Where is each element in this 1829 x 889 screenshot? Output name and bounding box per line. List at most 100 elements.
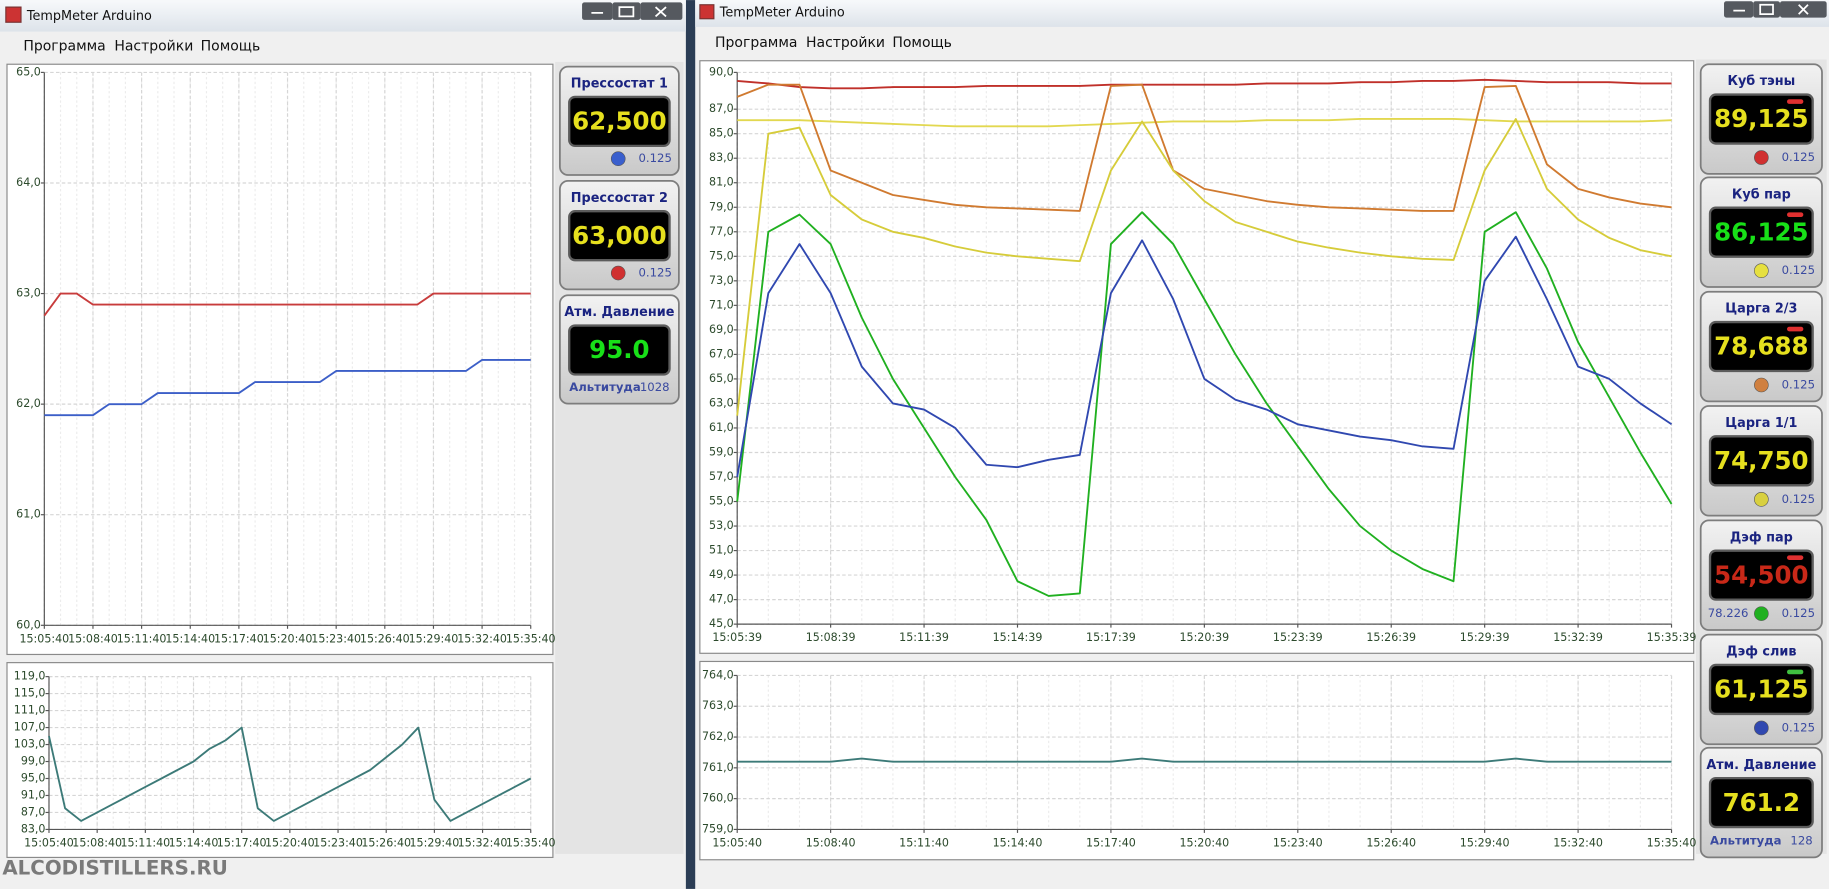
gauge-reading: 0.125 (1782, 378, 1815, 392)
gauge-dot (1754, 492, 1769, 507)
x-tick-label: 15:11:40 (120, 836, 170, 849)
x-tick-label: 15:32:40 (457, 632, 507, 645)
gauge-reading: 0.125 (1782, 720, 1815, 734)
gauge-title: Атм. Давление (1706, 758, 1816, 773)
y-tick-label: 759,0 (702, 822, 734, 835)
gauge-value: 95.0 (589, 335, 649, 364)
y-tick-label: 761,0 (702, 761, 734, 774)
gauge-indicator (1787, 212, 1804, 218)
y-tick-label: 69,0 (709, 323, 734, 336)
watermark: ALCODISTILLERS.RU (2, 857, 228, 880)
x-tick-label: 15:17:40 (217, 836, 267, 849)
x-tick-label: 15:17:40 (214, 632, 264, 645)
x-tick-label: 15:29:39 (1460, 631, 1510, 644)
gauge-indicator (1787, 669, 1804, 675)
altitude-value: 128 (1790, 834, 1812, 848)
altitude-value: 1028 (640, 380, 670, 394)
gauge-indicator (1787, 326, 1804, 332)
menu-item[interactable]: Программа (715, 35, 797, 51)
gauge-title: Царга 1/1 (1725, 416, 1797, 431)
y-tick-label: 90,0 (709, 65, 734, 78)
y-tick-label: 762,0 (702, 730, 734, 743)
y-tick-label: 63,0 (16, 287, 41, 300)
window-left: TempMeter Arduino Программа Настройки По… (0, 0, 686, 55)
chart-panel (6, 63, 554, 656)
axis (43, 72, 531, 626)
x-tick-label: 15:23:40 (313, 836, 363, 849)
series-line (44, 358, 531, 417)
x-tick-label: 15:11:39 (899, 631, 949, 644)
y-tick-label: 65,0 (16, 65, 41, 78)
x-tick-label: 15:08:39 (806, 631, 856, 644)
axis (736, 72, 1672, 625)
x-tick-label: 15:11:40 (899, 836, 949, 849)
gauge-value: 761.2 (1723, 788, 1800, 817)
y-tick-label: 95,0 (21, 771, 46, 784)
series-line (737, 78, 1672, 90)
y-tick-label: 73,0 (709, 274, 734, 287)
window-title: TempMeter Arduino (719, 5, 845, 20)
x-tick-label: 15:14:40 (169, 836, 219, 849)
gauge-title: Куб тэны (1727, 74, 1795, 89)
y-tick-label: 764,0 (702, 668, 734, 681)
altitude-label: Альтитуда (1710, 834, 1782, 848)
gauge-value: 62,500 (572, 107, 666, 136)
x-tick-label: 15:26:40 (1366, 836, 1416, 849)
y-tick-label: 60,0 (16, 618, 41, 631)
y-tick-label: 63,0 (709, 396, 734, 409)
x-tick-label: 15:26:40 (361, 836, 411, 849)
gauge-display (1708, 776, 1814, 829)
gauge-display (1708, 93, 1814, 145)
chart-panel (6, 662, 554, 859)
gauge-dot (1754, 377, 1769, 393)
minimize-button[interactable] (1724, 1, 1754, 18)
menu-item[interactable]: Помощь (892, 35, 952, 51)
y-tick-label: 99,0 (21, 755, 46, 768)
axis (736, 675, 1672, 831)
gauge-value: 61,125 (1714, 675, 1808, 704)
maximize-button[interactable] (1753, 1, 1781, 18)
gauge-display (568, 210, 671, 262)
series-line (736, 118, 1672, 416)
series-line (737, 118, 1672, 128)
y-tick-label: 62,0 (16, 397, 41, 410)
y-tick-label: 111,0 (14, 704, 46, 717)
gauge-dot (1754, 263, 1769, 278)
x-tick-label: 15:32:40 (1553, 836, 1603, 849)
gauge-value: 86,125 (1714, 217, 1808, 246)
gauge-reading: 0.125 (639, 151, 672, 165)
x-tick-label: 15:23:40 (311, 632, 361, 645)
x-tick-label: 15:26:39 (1366, 631, 1416, 644)
x-tick-label: 15:17:39 (1086, 631, 1136, 644)
y-tick-label: 83,0 (21, 822, 46, 835)
x-tick-label: 15:05:40 (24, 836, 74, 849)
maximize-button[interactable] (612, 2, 641, 20)
menu-item[interactable]: Помощь (201, 39, 261, 55)
gauge-display (1708, 206, 1814, 258)
gauge-title: Царга 2/3 (1725, 302, 1797, 317)
y-tick-label: 81,0 (709, 176, 734, 189)
menu-item[interactable]: Программа (23, 39, 105, 55)
x-tick-label: 15:17:40 (1086, 836, 1136, 849)
gauge-reading: 0.125 (1782, 492, 1815, 506)
menu-item[interactable]: Настройки (806, 35, 885, 51)
menu-item[interactable]: Настройки (114, 39, 193, 55)
gauge-dot (610, 265, 626, 281)
gauge-indicator (1787, 99, 1804, 104)
gauge-value: 54,500 (1714, 560, 1808, 589)
x-tick-label: 15:08:40 (68, 632, 118, 645)
window-button-icons (1733, 3, 1809, 15)
gauge-dot (1754, 720, 1769, 736)
y-tick-label: 45,0 (709, 617, 734, 630)
series-line (736, 83, 1672, 212)
x-tick-label: 15:20:40 (263, 632, 313, 645)
x-tick-label: 15:35:40 (506, 632, 556, 645)
minimize-button[interactable] (582, 2, 613, 20)
gauge-display (1708, 320, 1814, 373)
x-tick-label: 15:23:39 (1273, 631, 1323, 644)
y-tick-label: 64,0 (16, 176, 41, 189)
x-tick-label: 15:32:39 (1553, 631, 1603, 644)
y-tick-label: 760,0 (702, 792, 734, 805)
